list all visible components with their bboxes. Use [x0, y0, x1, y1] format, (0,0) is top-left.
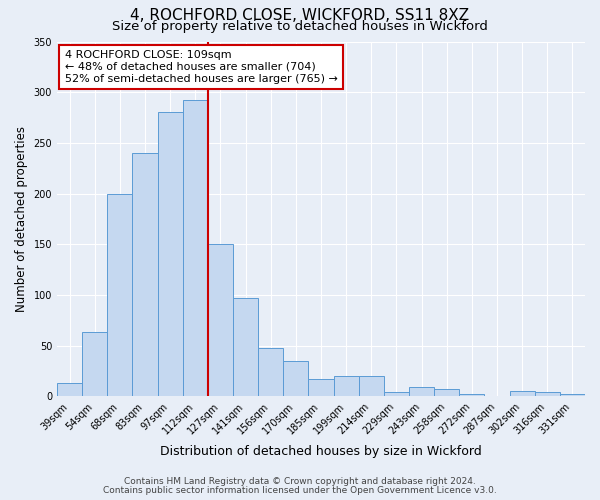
Bar	[384, 392, 409, 396]
Bar	[158, 112, 183, 397]
Bar	[233, 298, 258, 396]
Bar	[509, 391, 535, 396]
Bar	[82, 332, 107, 396]
Text: Contains HM Land Registry data © Crown copyright and database right 2024.: Contains HM Land Registry data © Crown c…	[124, 477, 476, 486]
Bar	[535, 392, 560, 396]
Bar	[133, 153, 158, 396]
Bar	[183, 100, 208, 397]
Bar	[434, 389, 459, 396]
Bar	[107, 194, 133, 396]
Bar	[359, 376, 384, 396]
X-axis label: Distribution of detached houses by size in Wickford: Distribution of detached houses by size …	[160, 444, 482, 458]
Bar	[308, 379, 334, 396]
Bar	[560, 394, 585, 396]
Bar	[334, 376, 359, 396]
Text: 4, ROCHFORD CLOSE, WICKFORD, SS11 8XZ: 4, ROCHFORD CLOSE, WICKFORD, SS11 8XZ	[130, 8, 470, 22]
Bar	[57, 383, 82, 396]
Bar	[459, 394, 484, 396]
Text: Contains public sector information licensed under the Open Government Licence v3: Contains public sector information licen…	[103, 486, 497, 495]
Bar	[283, 361, 308, 396]
Y-axis label: Number of detached properties: Number of detached properties	[15, 126, 28, 312]
Bar	[208, 244, 233, 396]
Text: 4 ROCHFORD CLOSE: 109sqm
← 48% of detached houses are smaller (704)
52% of semi-: 4 ROCHFORD CLOSE: 109sqm ← 48% of detach…	[65, 50, 338, 84]
Bar	[409, 387, 434, 396]
Text: Size of property relative to detached houses in Wickford: Size of property relative to detached ho…	[112, 20, 488, 33]
Bar	[258, 348, 283, 397]
